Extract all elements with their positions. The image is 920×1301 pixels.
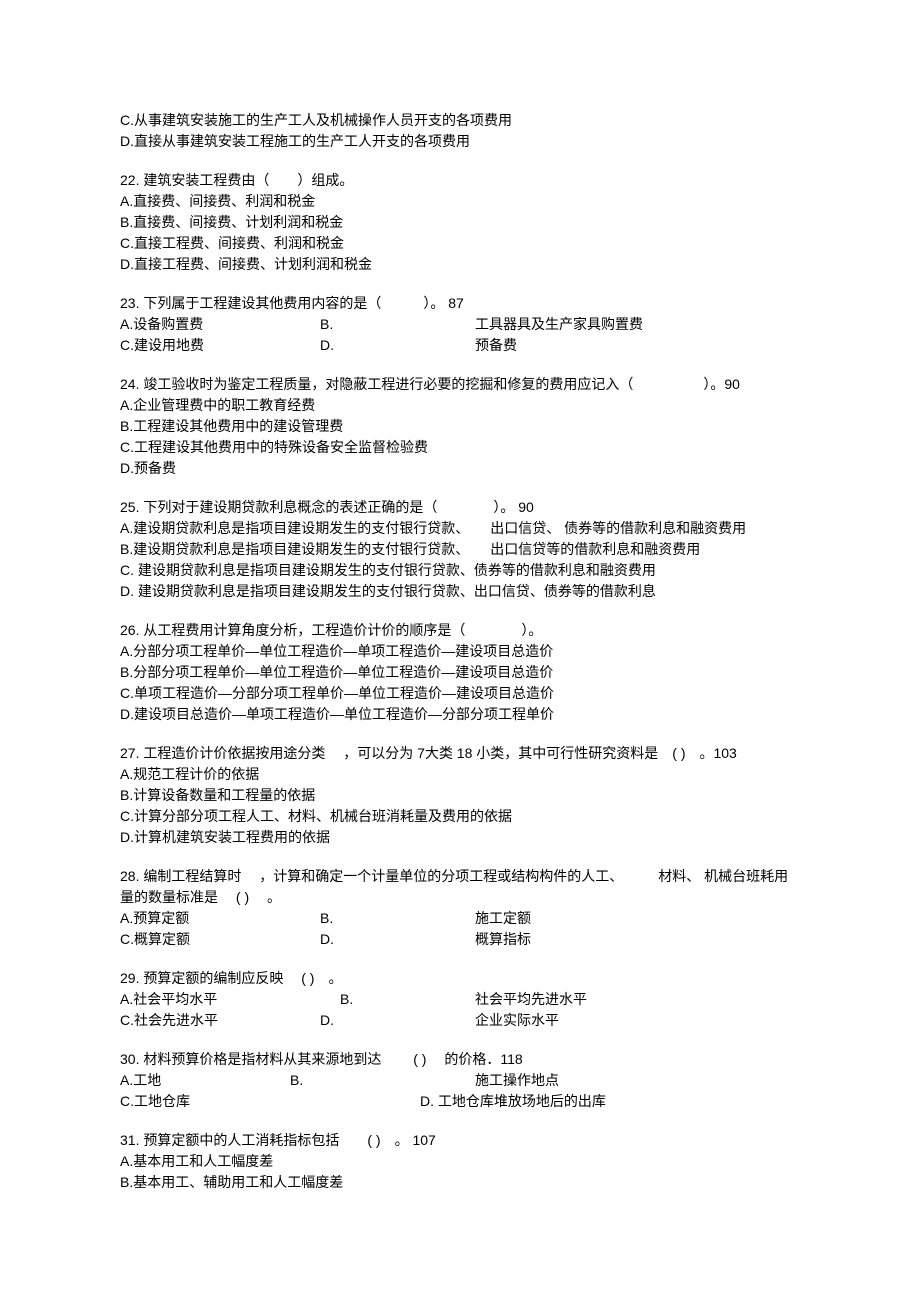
option-b-text: 工具器具及生产家具购置费 [475, 314, 800, 335]
stem: 30. 材料预算价格是指材料从其来源地到达 ( ) 的价格．118 [120, 1049, 800, 1070]
option-d: D.建设项目总造价—单项工程造价—单位工程造价—分部分项工程单价 [120, 704, 800, 725]
question-24: 24. 竣工验收时为鉴定工程质量，对隐蔽工程进行必要的挖掘和修复的费用应记入（ … [120, 374, 800, 479]
option-b-text: 社会平均先进水平 [475, 989, 800, 1010]
question-29: 29. 预算定额的编制应反映 ( ) 。 A.社会平均水平 B. 社会平均先进水… [120, 968, 800, 1031]
option-d: D. 工地仓库堆放场地后的出库 [420, 1091, 606, 1112]
option-a: A.建设期贷款利息是指项目建设期发生的支付银行贷款、 出口信贷、 债券等的借款利… [120, 518, 800, 539]
option-b: B.直接费、间接费、计划利润和税金 [120, 212, 800, 233]
option-d: D.直接工程费、间接费、计划利润和税金 [120, 254, 800, 275]
option-c: C.计算分部分项工程人工、材料、机械台班消耗量及费用的依据 [120, 806, 800, 827]
question-30: 30. 材料预算价格是指材料从其来源地到达 ( ) 的价格．118 A.工地 B… [120, 1049, 800, 1112]
option-d-text: 企业实际水平 [475, 1010, 800, 1031]
stem: 22. 建筑安装工程费由（ ）组成。 [120, 170, 800, 191]
question-28: 28. 编制工程结算时 ，计算和确定一个计量单位的分项工程或结构构件的人工、 材… [120, 866, 800, 950]
stem: 25. 下列对于建设期贷款利息概念的表述正确的是（ ）。 90 [120, 497, 800, 518]
option-a: A.设备购置费 [120, 314, 320, 335]
option-a: A.基本用工和人工幅度差 [120, 1151, 800, 1172]
option-c: C.工程建设其他费用中的特殊设备安全监督检验费 [120, 437, 800, 458]
option-a: A.社会平均水平 [120, 989, 340, 1010]
stem: 26. 从工程费用计算角度分析，工程造价计价的顺序是（ ）。 [120, 620, 800, 641]
option-b: B.分部分项工程单价—单位工程造价—单位工程造价—建设项目总造价 [120, 662, 800, 683]
option-b-text: 施工操作地点 [475, 1070, 800, 1091]
option-b: B.计算设备数量和工程量的依据 [120, 785, 800, 806]
question-26: 26. 从工程费用计算角度分析，工程造价计价的顺序是（ ）。 A.分部分项工程单… [120, 620, 800, 725]
option-b: B.工程建设其他费用中的建设管理费 [120, 416, 800, 437]
option-d: D. 建设期贷款利息是指项目建设期发生的支付银行贷款、出口信贷、债券等的借款利息 [120, 581, 800, 602]
option-b-label: B. [340, 989, 475, 1010]
option-a: A.预算定额 [120, 908, 320, 929]
option-d-label: D. [320, 929, 475, 950]
stem: 24. 竣工验收时为鉴定工程质量，对隐蔽工程进行必要的挖掘和修复的费用应记入（ … [120, 374, 800, 395]
option-c: C.概算定额 [120, 929, 320, 950]
option-b: B.建设期贷款利息是指项目建设期发生的支付银行贷款、 出口信贷等的借款利息和融资… [120, 539, 800, 560]
option-b-label: B. [290, 1070, 475, 1091]
stem: 29. 预算定额的编制应反映 ( ) 。 [120, 968, 800, 989]
option-c: C.直接工程费、间接费、利润和税金 [120, 233, 800, 254]
option-b-label: B. [320, 908, 475, 929]
option-d: D.直接从事建筑安装工程施工的生产工人开支的各项费用 [120, 131, 800, 152]
question-23: 23. 下列属于工程建设其他费用内容的是（ ）。 87 A.设备购置费 B. 工… [120, 293, 800, 356]
option-d: D.计算机建筑安装工程费用的依据 [120, 827, 800, 848]
stem: 27. 工程造价计价依据按用途分类 ，可以分为 7大类 18 小类，其中可行性研… [120, 743, 800, 764]
option-b: B.基本用工、辅助用工和人工幅度差 [120, 1172, 800, 1193]
stem: 31. 预算定额中的人工消耗指标包括 ( ) 。 107 [120, 1130, 800, 1151]
option-c: C.工地仓库 [120, 1091, 420, 1112]
stem: 23. 下列属于工程建设其他费用内容的是（ ）。 87 [120, 293, 800, 314]
question-25: 25. 下列对于建设期贷款利息概念的表述正确的是（ ）。 90 A.建设期贷款利… [120, 497, 800, 602]
question-21-partial: C.从事建筑安装施工的生产工人及机械操作人员开支的各项费用 D.直接从事建筑安装… [120, 110, 800, 152]
option-a: A.工地 [120, 1070, 290, 1091]
option-d-label: D. [320, 335, 475, 356]
option-d-label: D. [320, 1010, 475, 1031]
option-a: A.直接费、间接费、利润和税金 [120, 191, 800, 212]
option-d: D.预备费 [120, 458, 800, 479]
option-a: A.规范工程计价的依据 [120, 764, 800, 785]
option-a: A.分部分项工程单价—单位工程造价—单项工程造价—建设项目总造价 [120, 641, 800, 662]
option-d-text: 预备费 [475, 335, 800, 356]
option-b-text: 施工定额 [475, 908, 800, 929]
option-b-label: B. [320, 314, 475, 335]
option-c: C.建设用地费 [120, 335, 320, 356]
option-c: C. 建设期贷款利息是指项目建设期发生的支付银行贷款、债券等的借款利息和融资费用 [120, 560, 800, 581]
question-31: 31. 预算定额中的人工消耗指标包括 ( ) 。 107 A.基本用工和人工幅度… [120, 1130, 800, 1193]
question-22: 22. 建筑安装工程费由（ ）组成。 A.直接费、间接费、利润和税金 B.直接费… [120, 170, 800, 275]
question-27: 27. 工程造价计价依据按用途分类 ，可以分为 7大类 18 小类，其中可行性研… [120, 743, 800, 848]
option-c: C.从事建筑安装施工的生产工人及机械操作人员开支的各项费用 [120, 110, 800, 131]
option-a: A.企业管理费中的职工教育经费 [120, 395, 800, 416]
option-c: C.社会先进水平 [120, 1010, 320, 1031]
stem: 28. 编制工程结算时 ，计算和确定一个计量单位的分项工程或结构构件的人工、 材… [120, 866, 800, 908]
option-d-text: 概算指标 [475, 929, 800, 950]
option-c: C.单项工程造价—分部分项工程单价—单位工程造价—建设项目总造价 [120, 683, 800, 704]
